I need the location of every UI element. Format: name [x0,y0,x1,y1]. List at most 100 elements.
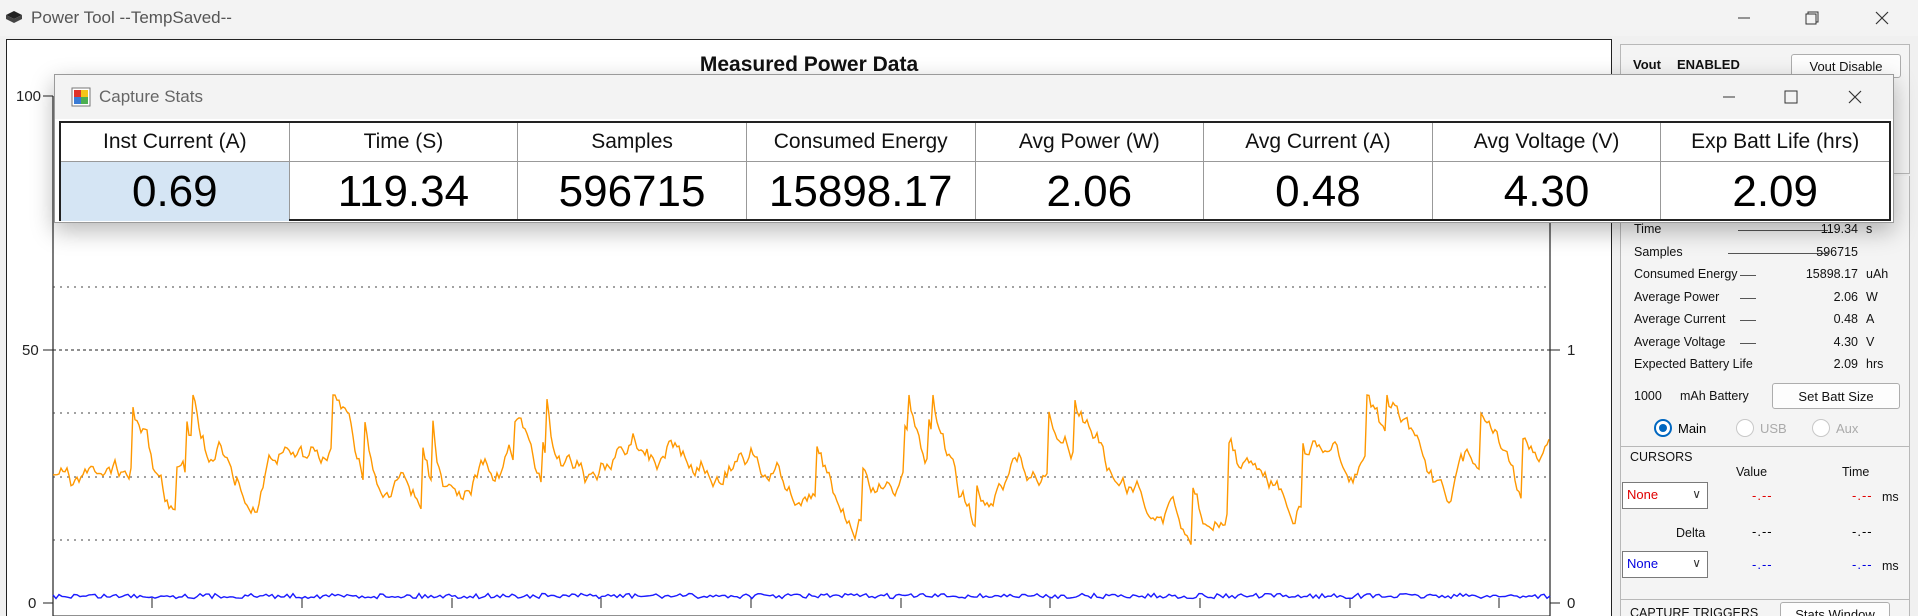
stat-label: Consumed Energy [1634,267,1738,281]
title-bar: Power Tool --TempSaved-- [0,0,1918,36]
stat-row: Consumed Energy 15898.17 uAh [1634,265,1888,285]
stat-label: Average Voltage [1634,334,1726,349]
cursors-time-header: Time [1842,465,1870,479]
restore-button[interactable] [1784,0,1840,36]
stats-column[interactable]: Avg Power (W) 2.06 [975,123,1205,219]
stats-column[interactable]: Avg Voltage (V) 4.30 [1432,123,1662,219]
stats-column-header: Consumed Energy [746,123,975,162]
stat-label: Time [1634,222,1662,236]
stats-column-header: Avg Voltage (V) [1432,123,1661,162]
cursor2-time: -.-- [1852,557,1873,572]
leader-line [1740,297,1756,299]
stats-window-button[interactable]: Stats Window [1780,602,1890,616]
stats-column[interactable]: Time (S) 119.34 [289,123,519,219]
dialog-maximize-button[interactable] [1763,75,1819,119]
left-axis-label: 100 [16,88,41,105]
app-icon [6,11,22,23]
capture-stats-dialog: Capture Stats Inst Current (A) 0.69 Time (… [54,74,1894,223]
stat-label: Average Current [1634,312,1726,326]
stats-column[interactable]: Samples 596715 [518,123,747,219]
dialog-title: Capture Stats [99,87,203,106]
stats-column-header: Inst Current (A) [61,123,289,162]
stats-column[interactable]: Inst Current (A) 0.69 [61,123,290,221]
stat-row: Average Voltage 4.30 V [1634,333,1878,353]
voltage-trace [52,592,1551,600]
stat-value: 119.34 [1820,222,1858,236]
capture-triggers-title: CAPTURE TRIGGERS [1630,606,1759,616]
maximize-icon [1784,90,1798,104]
stat-label: Samples [1634,244,1683,259]
close-button[interactable] [1854,0,1910,36]
radio-indicator [1736,419,1754,437]
stats-column-header: Exp Batt Life (hrs) [1661,123,1889,162]
gridlines [53,286,1550,541]
cursor1-value: -.-- [1752,488,1773,503]
left-axis-label: 50 [22,342,39,359]
stat-value: 2.06 [1833,289,1858,304]
plot-title: Measured Power Data [699,53,919,76]
delta-value: -.-- [1752,524,1773,539]
leader-line [1738,230,1828,231]
cursor2-select[interactable]: None ∨ [1622,551,1708,578]
stat-unit: V [1866,334,1875,349]
stat-row: Time 119.34 s [1634,220,1878,240]
stats-column-value: 15898.17 [768,167,953,216]
stats-column[interactable]: Exp Batt Life (hrs) 2.09 [1661,123,1889,219]
battery-size-label: mAh Battery [1680,389,1749,403]
stats-column[interactable]: Consumed Energy 15898.17 [746,123,976,219]
leader-line [1740,320,1756,321]
radio-usb-label: USB [1760,420,1787,436]
stats-icon [71,87,91,107]
stats-column-value: 2.09 [1732,167,1818,216]
delta-time: -.-- [1852,524,1873,539]
stats-column-value: 596715 [558,167,706,216]
cursor1-selection: None [1627,487,1659,502]
dialog-close-button[interactable] [1827,75,1883,119]
leader-line [1740,275,1756,276]
radio-main[interactable]: Main [1654,419,1706,437]
stats-column-header: Samples [518,123,746,162]
stat-unit: hrs [1866,357,1884,371]
power-chart: 100 50 0 1 0 [16,88,1575,616]
close-icon [1848,90,1862,104]
battery-size-value: 1000 [1634,389,1662,403]
radio-aux[interactable]: Aux [1812,419,1858,437]
stat-value: 15898.17 [1805,267,1858,281]
stat-unit: W [1866,289,1878,304]
chevron-down-icon: ∨ [1692,556,1701,570]
right-axis-label: 1 [1567,342,1575,359]
radio-usb[interactable]: USB [1736,419,1787,437]
leader-line [1728,252,1828,254]
stats-column-value: 4.30 [1503,167,1590,216]
cursor2-value: -.-- [1752,557,1773,572]
radio-main-label: Main [1678,420,1707,436]
cursor1-select[interactable]: None ∨ [1622,482,1708,509]
restore-icon [1805,11,1819,25]
stats-column-value: 2.06 [1046,167,1133,216]
dialog-minimize-button[interactable] [1701,75,1757,119]
stat-value: 2.09 [1833,357,1858,371]
stat-label: Expected Battery Life [1634,357,1753,371]
vout-status: ENABLED [1677,57,1740,72]
stat-value: 596715 [1816,244,1858,259]
cursors-value-header: Value [1736,465,1768,479]
current-trace [53,394,1550,545]
stats-column-header: Avg Power (W) [975,123,1204,162]
stats-column-value: 119.34 [337,167,470,216]
set-batt-size-button[interactable]: Set Batt Size [1772,383,1900,409]
stat-row: Samples 596715 [1634,243,1878,263]
stats-column[interactable]: Avg Current (A) 0.48 [1204,123,1433,219]
stats-column-header: Avg Current (A) [1204,123,1432,162]
stats-column-header: Time (S) [289,123,518,162]
stat-value: 0.48 [1833,312,1858,326]
cursors-title: CURSORS [1630,450,1693,464]
close-icon [1875,11,1889,25]
cursor1-unit: ms [1882,490,1899,504]
cursor2-selection: None [1627,556,1659,571]
minimize-button[interactable] [1716,0,1772,36]
chevron-down-icon: ∨ [1692,487,1701,501]
stat-row: Average Current 0.48 A [1634,310,1878,330]
stats-column-value: 0.48 [1275,167,1361,216]
minimize-icon [1723,96,1735,98]
stats-column-value: 0.69 [61,162,289,221]
